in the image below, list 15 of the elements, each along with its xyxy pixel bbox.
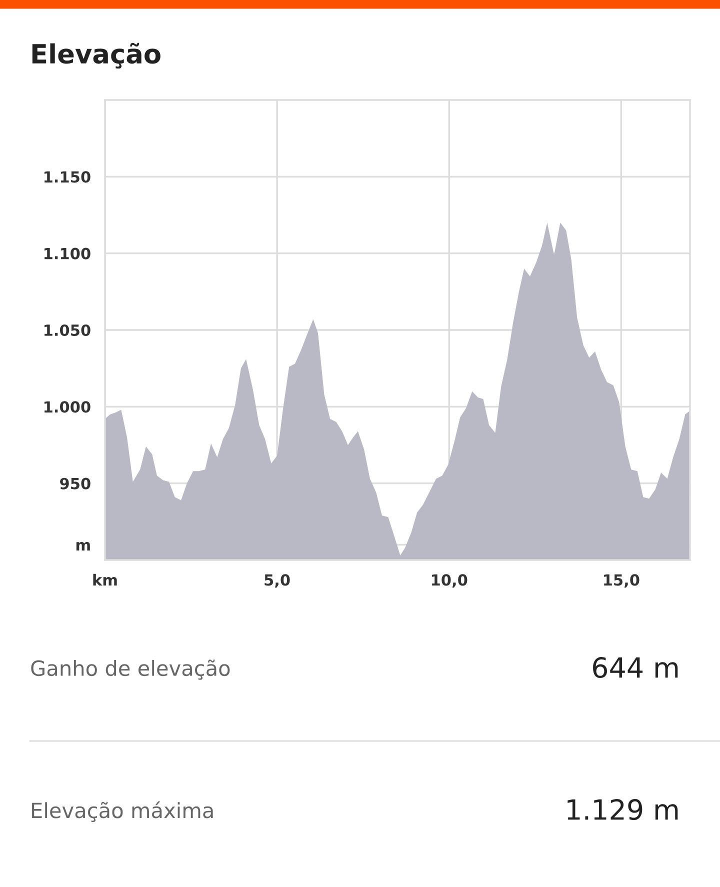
text: Ganho de elevação [31, 660, 230, 680]
y-tick-label: 950 [60, 478, 90, 490]
y-tick-label: 1.000 [44, 401, 90, 413]
y-tick-label: 1.050 [44, 324, 90, 336]
y-tick-label: 1.150 [44, 171, 90, 183]
y-tick-label: m [76, 542, 90, 550]
x-tick-label: 15,0 [604, 574, 640, 588]
chart-title: Elevação [32, 42, 160, 69]
x-tick-label: 5,0 [264, 574, 290, 588]
x-tick-label: 10,0 [432, 574, 468, 588]
y-tick-label: 1.100 [44, 248, 90, 260]
text: Elevação máxima [32, 801, 213, 822]
text: 644 m [593, 657, 678, 678]
text: 1.129 m [568, 799, 678, 820]
x-tick-label: km [93, 574, 117, 586]
